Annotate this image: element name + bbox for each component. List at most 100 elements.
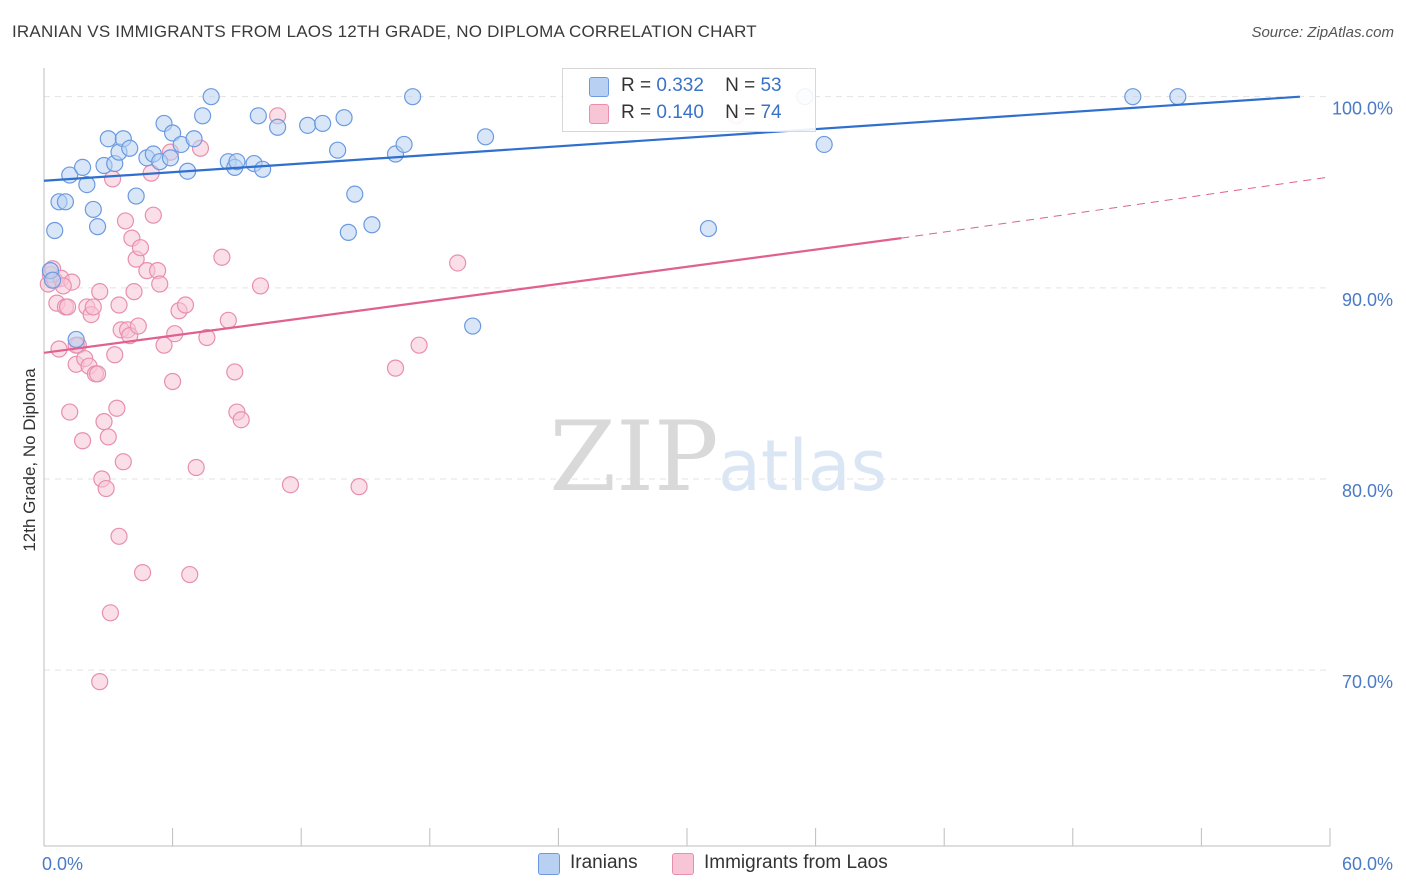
iranians-legend-label: Iranians	[570, 852, 638, 873]
laos-point-58	[219, 311, 237, 329]
iranians-point-34	[254, 160, 272, 178]
iranians-point-48	[699, 219, 718, 238]
y-tick-label-2: 90.0%	[1342, 290, 1393, 310]
laos-swatch	[589, 104, 609, 124]
iranians-point-17	[127, 187, 145, 205]
laos-point-39	[129, 317, 147, 335]
iranians-point-36	[299, 116, 317, 134]
iranians-point-47	[476, 128, 495, 146]
iranians-point-46	[464, 317, 482, 335]
laos-point-18	[84, 298, 102, 316]
iranians-r-value: 0.332	[656, 75, 704, 96]
laos-n-label: N =	[725, 102, 756, 123]
laos-point-26	[101, 604, 120, 622]
laos-point-70	[91, 673, 109, 691]
iranians-point-45	[404, 88, 422, 106]
laos-point-44	[144, 206, 162, 224]
laos-n-value: 74	[760, 102, 782, 123]
laos-r-value: 0.140	[656, 102, 704, 123]
iranians-stats: R = 0.332 N = 53	[621, 75, 782, 97]
iranians-point-16	[121, 139, 139, 157]
laos-point-30	[110, 527, 128, 545]
laos-point-57	[213, 248, 231, 266]
watermark: ZIP atlas	[549, 401, 887, 513]
laos-point-56	[198, 328, 216, 347]
iranians-legend-swatch	[538, 853, 560, 875]
iranians-point-27	[194, 107, 212, 125]
x-tick-label-min: 0.0%	[42, 854, 83, 874]
iranians-point-41	[346, 185, 364, 203]
laos-point-33	[116, 212, 135, 230]
laos-point-68	[449, 254, 467, 272]
iranians-point-33	[249, 107, 267, 125]
chart-title: IRANIAN VS IMMIGRANTS FROM LAOS 12TH GRA…	[12, 22, 757, 41]
iranians-point-22	[161, 149, 180, 167]
laos-trend-line	[43, 237, 902, 354]
laos-point-61	[232, 411, 250, 429]
iranians-point-8	[78, 176, 96, 194]
iranians-r-label: R =	[621, 75, 652, 96]
laos-point-25	[99, 428, 117, 446]
iranians-point-42	[363, 216, 381, 234]
laos-point-64	[281, 476, 300, 494]
iranians-point-40	[339, 223, 357, 241]
iranians-swatch	[589, 77, 609, 97]
laos-point-65	[350, 478, 368, 496]
laos-r-label: R =	[621, 102, 652, 123]
series-legend: Iranians Immigrants from Laos	[0, 852, 1406, 878]
iranians-point-44	[395, 135, 413, 154]
iranians-point-12	[99, 130, 117, 148]
laos-point-46	[151, 275, 169, 293]
laos-point-32	[114, 453, 132, 471]
series-laos-points	[39, 107, 745, 691]
laos-legend-label: Immigrants from Laos	[704, 852, 888, 873]
iranians-point-50	[815, 135, 833, 154]
iranians-n-label: N =	[725, 75, 756, 96]
iranians-point-9	[84, 200, 102, 219]
laos-stats: R = 0.140 N = 74	[621, 102, 782, 124]
laos-point-8	[58, 298, 77, 316]
iranians-point-4	[56, 193, 75, 211]
laos-point-72	[110, 296, 128, 314]
trend-lines	[43, 95, 1331, 354]
iranians-point-31	[228, 153, 246, 171]
iranians-point-6	[67, 330, 85, 349]
laos-point-20	[88, 365, 107, 383]
source-note: Source: ZipAtlas.com	[1251, 24, 1394, 41]
laos-point-67	[410, 336, 428, 354]
x-tick-labels: 0.0% 60.0%	[42, 854, 1393, 874]
iranians-point-39	[335, 109, 353, 127]
y-tick-label-0: 70.0%	[1342, 672, 1393, 692]
iranians-point-35	[269, 118, 287, 136]
iranians-point-37	[314, 114, 332, 133]
axes	[43, 68, 1331, 847]
iranians-point-7	[73, 158, 92, 177]
iranians-trend-line	[43, 95, 1301, 182]
laos-point-59	[226, 363, 244, 381]
laos-trend-extension	[901, 176, 1331, 239]
laos-point-37	[125, 283, 143, 301]
iranians-point-1	[43, 271, 62, 289]
iranians-point-51	[1124, 88, 1142, 106]
laos-point-9	[61, 403, 79, 421]
laos-point-28	[106, 346, 124, 364]
grid-layer	[44, 96, 1330, 671]
iranians-point-23	[164, 124, 182, 142]
laos-point-23	[95, 413, 113, 431]
iranians-point-28	[202, 88, 220, 106]
laos-point-54	[187, 458, 205, 477]
laos-point-49	[164, 372, 182, 391]
laos-point-21	[91, 283, 109, 301]
laos-point-29	[108, 399, 126, 417]
laos-point-66	[386, 359, 405, 377]
watermark-atlas: atlas	[718, 425, 887, 507]
iranians-point-26	[185, 130, 203, 148]
laos-point-40	[131, 239, 150, 257]
laos-point-52	[176, 296, 195, 314]
watermark-zip: ZIP	[549, 401, 718, 513]
iranians-point-10	[88, 218, 107, 236]
y-tick-labels: 70.0% 80.0% 90.0% 100.0%	[1332, 99, 1393, 692]
laos-point-41	[133, 564, 152, 582]
laos-point-24	[97, 479, 115, 498]
